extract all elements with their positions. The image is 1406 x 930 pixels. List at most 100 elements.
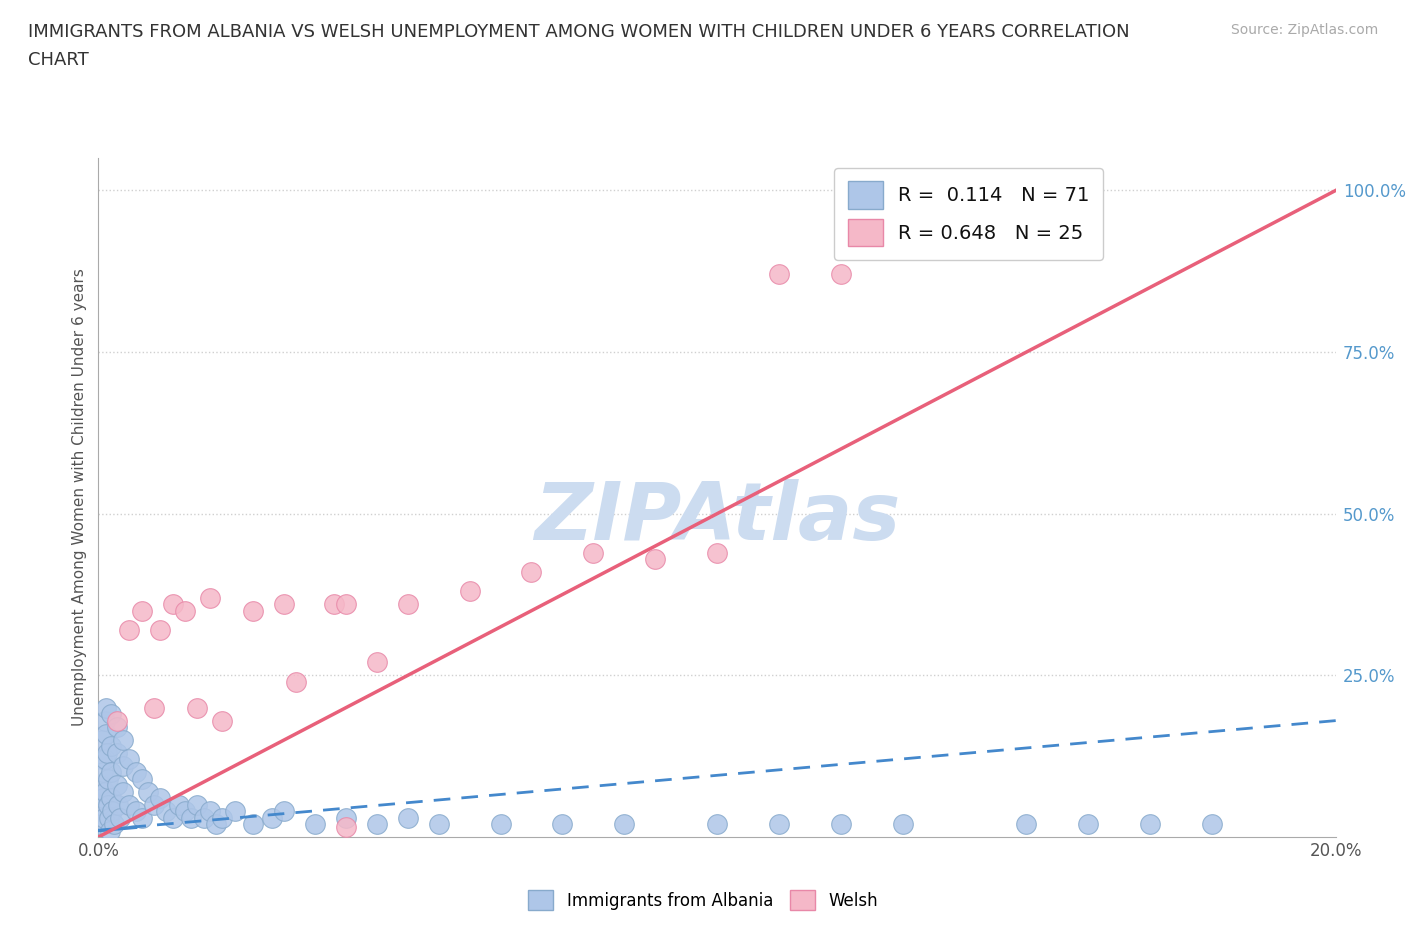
- Point: [162, 597, 184, 612]
- Point: [706, 817, 728, 831]
- Point: [224, 804, 246, 818]
- Point: [124, 764, 146, 779]
- Point: [93, 790, 115, 805]
- Point: [118, 752, 141, 767]
- Point: [131, 810, 153, 825]
- Point: [105, 777, 128, 792]
- Point: [124, 804, 146, 818]
- Point: [149, 790, 172, 805]
- Point: [131, 771, 153, 786]
- Point: [242, 817, 264, 831]
- Point: [242, 604, 264, 618]
- Text: Source: ZipAtlas.com: Source: ZipAtlas.com: [1230, 23, 1378, 37]
- Point: [96, 746, 118, 761]
- Point: [366, 655, 388, 670]
- Point: [118, 623, 141, 638]
- Point: [89, 797, 111, 812]
- Point: [107, 797, 129, 812]
- Point: [205, 817, 228, 831]
- Point: [131, 604, 153, 618]
- Point: [100, 739, 122, 754]
- Point: [174, 804, 197, 818]
- Point: [94, 700, 117, 715]
- Text: CHART: CHART: [28, 51, 89, 69]
- Point: [1139, 817, 1161, 831]
- Point: [273, 597, 295, 612]
- Point: [97, 810, 120, 825]
- Point: [304, 817, 326, 831]
- Point: [186, 797, 208, 812]
- Point: [100, 707, 122, 722]
- Point: [143, 700, 166, 715]
- Point: [335, 597, 357, 612]
- Point: [90, 752, 112, 767]
- Point: [285, 674, 308, 689]
- Point: [644, 551, 666, 566]
- Point: [97, 797, 120, 812]
- Point: [91, 764, 114, 779]
- Point: [167, 797, 190, 812]
- Point: [1201, 817, 1223, 831]
- Point: [520, 565, 543, 579]
- Point: [335, 820, 357, 835]
- Text: IMMIGRANTS FROM ALBANIA VS WELSH UNEMPLOYMENT AMONG WOMEN WITH CHILDREN UNDER 6 : IMMIGRANTS FROM ALBANIA VS WELSH UNEMPLO…: [28, 23, 1130, 41]
- Point: [112, 759, 135, 774]
- Point: [105, 746, 128, 761]
- Point: [193, 810, 215, 825]
- Point: [1015, 817, 1038, 831]
- Point: [112, 784, 135, 799]
- Point: [155, 804, 177, 818]
- Text: ZIPAtlas: ZIPAtlas: [534, 479, 900, 557]
- Point: [100, 790, 122, 805]
- Point: [211, 713, 233, 728]
- Point: [830, 267, 852, 282]
- Y-axis label: Unemployment Among Women with Children Under 6 years: Unemployment Among Women with Children U…: [72, 269, 87, 726]
- Point: [768, 267, 790, 282]
- Point: [768, 817, 790, 831]
- Point: [427, 817, 450, 831]
- Point: [1077, 817, 1099, 831]
- Point: [489, 817, 512, 831]
- Point: [112, 733, 135, 748]
- Point: [211, 810, 233, 825]
- Point: [174, 604, 197, 618]
- Point: [90, 777, 112, 792]
- Legend: Immigrants from Albania, Welsh: Immigrants from Albania, Welsh: [522, 884, 884, 917]
- Point: [98, 823, 121, 838]
- Point: [108, 810, 131, 825]
- Point: [706, 545, 728, 560]
- Point: [89, 817, 111, 831]
- Point: [91, 733, 114, 748]
- Point: [149, 623, 172, 638]
- Point: [143, 797, 166, 812]
- Point: [93, 752, 115, 767]
- Point: [551, 817, 574, 831]
- Point: [260, 810, 283, 825]
- Legend: R =  0.114   N = 71, R = 0.648   N = 25: R = 0.114 N = 71, R = 0.648 N = 25: [834, 167, 1104, 259]
- Point: [162, 810, 184, 825]
- Point: [118, 797, 141, 812]
- Point: [198, 591, 221, 605]
- Point: [105, 713, 128, 728]
- Point: [186, 700, 208, 715]
- Point: [93, 713, 115, 728]
- Point: [96, 726, 118, 741]
- Point: [322, 597, 344, 612]
- Point: [198, 804, 221, 818]
- Point: [101, 804, 124, 818]
- Point: [830, 817, 852, 831]
- Point: [273, 804, 295, 818]
- Point: [582, 545, 605, 560]
- Point: [335, 810, 357, 825]
- Point: [891, 817, 914, 831]
- Point: [97, 771, 120, 786]
- Point: [93, 784, 115, 799]
- Point: [613, 817, 636, 831]
- Point: [100, 764, 122, 779]
- Point: [93, 810, 115, 825]
- Point: [180, 810, 202, 825]
- Point: [396, 810, 419, 825]
- Point: [458, 584, 481, 599]
- Point: [136, 784, 159, 799]
- Point: [396, 597, 419, 612]
